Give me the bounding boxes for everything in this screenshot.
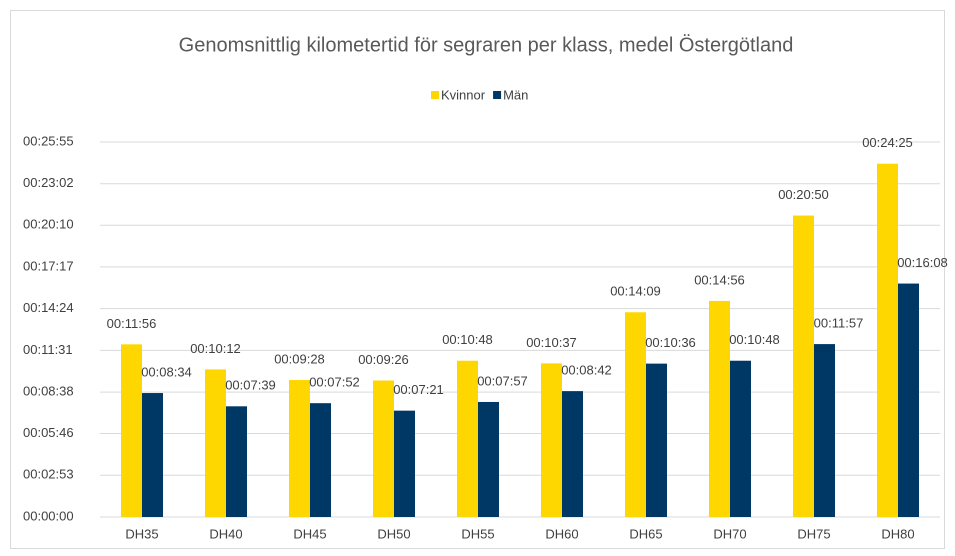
data-label: 00:09:28	[274, 351, 325, 366]
x-tick-label: DH35	[125, 526, 158, 541]
bar	[373, 380, 394, 517]
bar	[478, 401, 499, 517]
data-label: 00:10:48	[442, 332, 493, 347]
x-tick-label: DH75	[797, 526, 830, 541]
data-label: 00:09:26	[358, 352, 409, 367]
data-label: 00:11:57	[814, 316, 864, 331]
data-label: 00:10:48	[729, 332, 780, 347]
x-tick-label: DH70	[713, 526, 746, 541]
data-label: 00:16:08	[897, 255, 948, 270]
bar	[709, 300, 730, 517]
y-tick-label: 00:20:10	[23, 217, 74, 232]
bar	[205, 369, 226, 517]
y-tick-label: 00:25:55	[23, 133, 74, 148]
x-tick-label: DH80	[881, 526, 914, 541]
bar	[814, 344, 835, 517]
bar	[898, 283, 919, 517]
bar	[877, 163, 898, 518]
bar	[730, 360, 751, 517]
legend-label: Män	[503, 87, 528, 102]
y-tick-label: 00:08:38	[23, 384, 74, 399]
data-label: 00:14:56	[694, 272, 745, 287]
data-label: 00:10:36	[645, 335, 696, 350]
bar	[142, 393, 163, 517]
bar	[310, 403, 331, 517]
data-label: 00:07:57	[477, 373, 528, 388]
y-tick-label: 00:17:17	[23, 258, 74, 273]
data-label: 00:08:42	[561, 363, 612, 378]
bar	[541, 363, 562, 517]
bar	[457, 360, 478, 517]
legend-label: Kvinnor	[441, 87, 486, 102]
x-tick-label: DH55	[461, 526, 494, 541]
x-tick-label: DH60	[545, 526, 578, 541]
bar	[226, 406, 247, 517]
data-label: 00:07:39	[225, 378, 276, 393]
x-tick-label: DH65	[629, 526, 662, 541]
legend-swatch	[493, 91, 502, 99]
x-tick-label: DH40	[209, 526, 242, 541]
bar	[625, 312, 646, 517]
bar	[793, 215, 814, 518]
bar	[562, 391, 583, 517]
bar	[394, 410, 415, 517]
bar	[121, 344, 142, 517]
data-label: 00:10:37	[526, 335, 577, 350]
y-tick-label: 00:05:46	[23, 425, 74, 440]
data-label: 00:08:34	[141, 364, 192, 379]
y-tick-label: 00:02:53	[23, 467, 74, 482]
chart-title: Genomsnittlig kilometertid för segraren …	[179, 34, 794, 56]
data-label: 00:14:09	[610, 284, 661, 299]
data-label: 00:07:52	[309, 375, 360, 390]
bar	[646, 363, 667, 517]
data-label: 00:11:56	[107, 316, 157, 331]
y-tick-label: 00:14:24	[23, 300, 74, 315]
x-tick-label: DH50	[377, 526, 410, 541]
data-label: 00:20:50	[778, 187, 829, 202]
y-tick-label: 00:00:00	[23, 508, 74, 523]
y-tick-label: 00:11:31	[23, 342, 73, 357]
x-tick-label: DH45	[293, 526, 326, 541]
legend-swatch	[431, 91, 439, 99]
data-label: 00:24:25	[862, 135, 913, 150]
data-label: 00:07:21	[393, 382, 444, 397]
data-label: 00:10:12	[190, 341, 241, 356]
y-tick-label: 00:23:02	[23, 175, 74, 190]
bar	[289, 380, 310, 517]
